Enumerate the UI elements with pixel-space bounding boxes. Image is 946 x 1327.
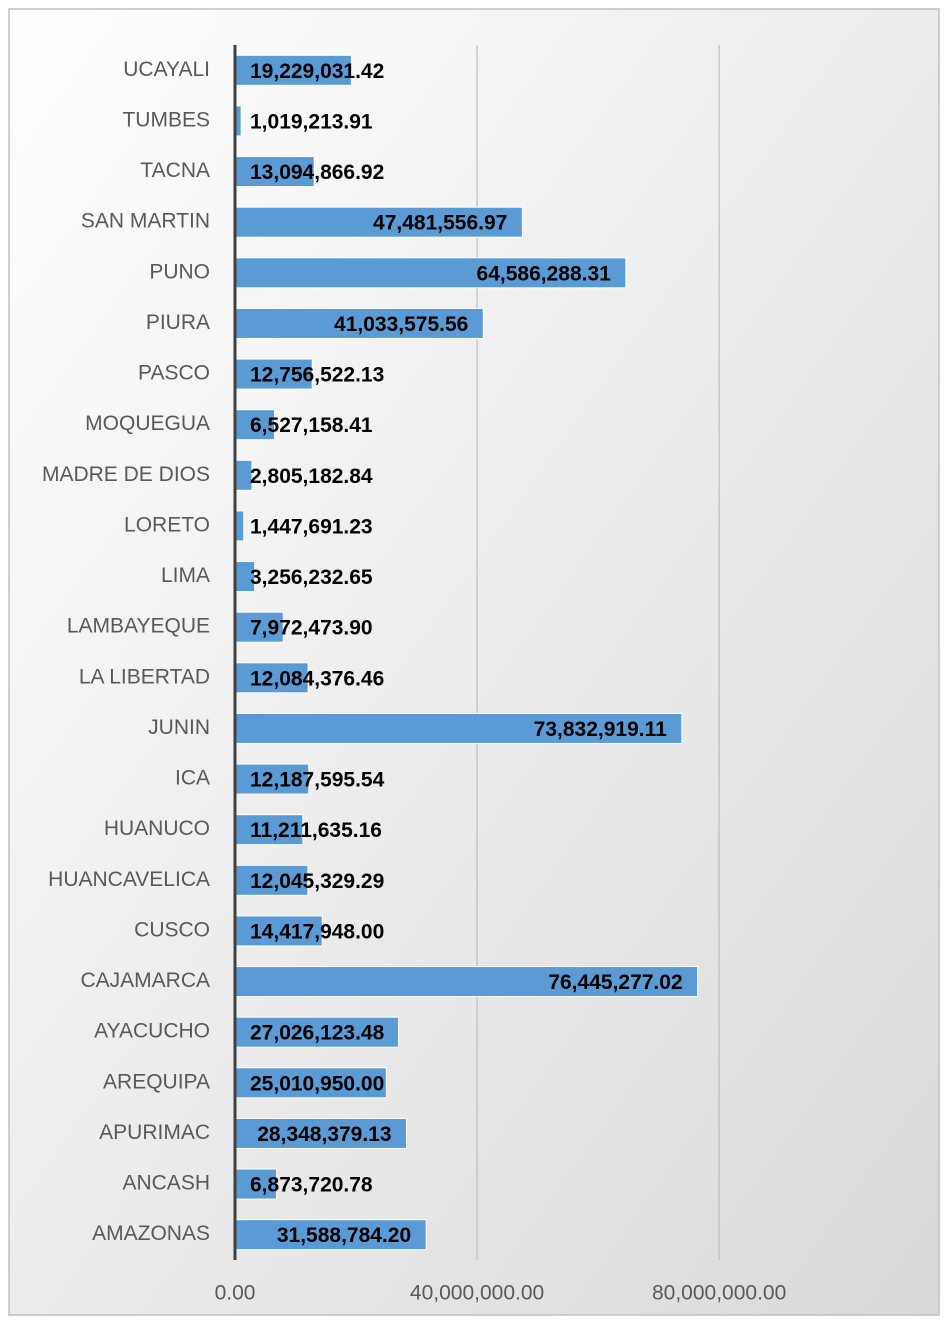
y-tick-label: LIMA: [161, 564, 210, 587]
data-label: 14,417,948.00: [250, 920, 384, 943]
y-tick-label: TACNA: [140, 159, 210, 182]
bar: [234, 358, 313, 390]
bar: [234, 257, 627, 289]
bar: [234, 712, 683, 744]
data-label: 1,019,213.91: [250, 110, 373, 133]
data-label: 7,972,473.90: [250, 617, 373, 640]
data-label: 6,527,158.41: [250, 414, 373, 437]
bar: [234, 966, 699, 998]
y-tick-label: ICA: [175, 767, 210, 790]
y-tick-label: PUNO: [149, 260, 210, 283]
data-label: 64,586,288.31: [477, 262, 612, 285]
x-tick-label: 0.00: [215, 1282, 256, 1305]
y-tick-label: LA LIBERTAD: [79, 665, 210, 688]
data-label: 47,481,556.97: [373, 212, 507, 235]
y-tick-label: UCAYALI: [123, 58, 210, 81]
bar: [234, 864, 309, 896]
y-tick-label: PASCO: [138, 362, 210, 385]
y-tick-label: AMAZONAS: [92, 1222, 210, 1245]
data-label: 31,588,784.20: [277, 1224, 411, 1247]
y-tick-label: LAMBAYEQUE: [67, 615, 210, 638]
bar: [234, 814, 304, 846]
data-label: 2,805,182.84: [250, 465, 373, 488]
y-tick-label: AREQUIPA: [103, 1070, 210, 1093]
bar: [234, 915, 323, 947]
bar: [234, 1016, 400, 1048]
data-label: 12,187,595.54: [250, 769, 385, 792]
y-tick-label: AYACUCHO: [94, 1020, 210, 1043]
y-tick-label: MOQUEGUA: [85, 412, 210, 435]
data-label: 12,045,329.29: [250, 870, 384, 893]
bar: [234, 1067, 387, 1099]
data-label: 28,348,379.13: [257, 1123, 391, 1146]
y-tick-label: ANCASH: [122, 1172, 210, 1195]
y-tick-label: TUMBES: [122, 108, 210, 131]
data-label: 13,094,866.92: [250, 161, 384, 184]
y-tick-label: PIURA: [146, 311, 210, 334]
y-tick-label: JUNIN: [148, 716, 210, 739]
x-tick-label: 80,000,000.00: [652, 1282, 786, 1305]
x-tick-label: 40,000,000.00: [410, 1282, 544, 1305]
data-label: 25,010,950.00: [250, 1072, 384, 1095]
bar: [234, 763, 310, 795]
y-tick-label: SAN MARTIN: [81, 210, 210, 233]
y-tick-label: CAJAMARCA: [80, 969, 210, 992]
bar: [234, 1168, 278, 1200]
y-tick-label: LORETO: [124, 513, 210, 536]
data-label: 6,873,720.78: [250, 1174, 373, 1197]
data-label: 27,026,123.48: [250, 1022, 385, 1045]
y-tick-label: CUSCO: [134, 918, 210, 941]
data-label: 19,229,031.42: [250, 60, 384, 83]
bar: [234, 662, 309, 694]
y-tick-label: HUANCAVELICA: [48, 868, 210, 891]
chart-background: [8, 8, 940, 1316]
y-tick-label: HUANUCO: [104, 817, 210, 840]
data-label: 3,256,232.65: [250, 566, 373, 589]
y-tick-label: APURIMAC: [99, 1121, 210, 1144]
y-tick-label: MADRE DE DIOS: [42, 463, 210, 486]
bar: [234, 1117, 408, 1149]
data-label: 11,211,635.16: [250, 819, 382, 842]
data-label: 73,832,919.11: [534, 718, 667, 741]
data-label: 76,445,277.02: [548, 971, 682, 994]
bar: [234, 409, 276, 441]
bar: [234, 307, 484, 339]
data-label: 41,033,575.56: [334, 313, 468, 336]
data-label: 12,756,522.13: [250, 364, 384, 387]
data-label: 12,084,376.46: [250, 667, 384, 690]
bar: [234, 206, 523, 238]
data-label: 1,447,691.23: [250, 515, 373, 538]
bar: [234, 1219, 427, 1251]
